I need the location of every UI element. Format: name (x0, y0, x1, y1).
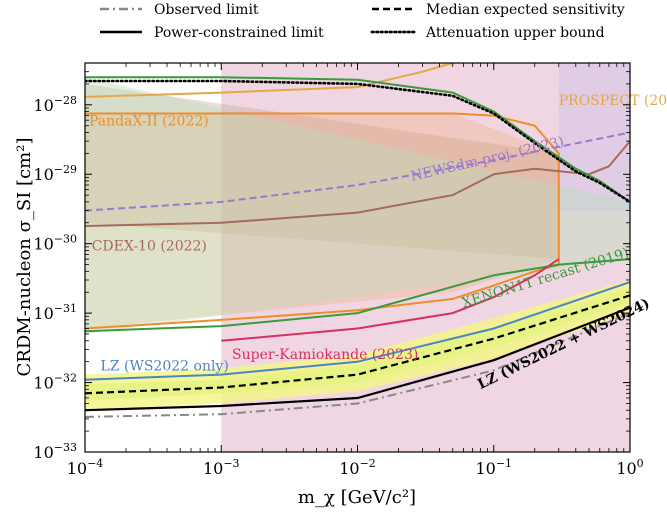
series-super-kamiokande-2023 (221, 258, 560, 342)
y-tick-label: 10−31 (33, 302, 77, 323)
annotation-prospect-2021: PROSPECT (2021) (559, 93, 667, 109)
series-cdex-10-2022 (85, 140, 630, 227)
series-attenuation-upper-bound (85, 79, 630, 204)
y-tick-label: 10−32 (33, 372, 77, 393)
x-tick-label: 100 (616, 457, 643, 478)
x-tick-label: 10−4 (67, 457, 104, 478)
legend-label-median-expected-sensitivity: Median expected sensitivity (426, 2, 625, 18)
region-yellow-band-2 (85, 280, 630, 411)
x-tick-label: 10−3 (203, 457, 240, 478)
chart-legend: Observed limit Median expected sensitivit… (100, 2, 625, 41)
legend-label-power-constrained-limit: Power-constrained limit (154, 25, 324, 41)
annotation-pandax-ii-2022: PandaX-II (2022) (89, 114, 209, 130)
region-pandax-ii-2022 (85, 113, 559, 329)
legend-label-attenuation-upper-bound: Attenuation upper bound (425, 25, 605, 41)
y-tick-label: 10−28 (33, 94, 77, 115)
series-power-constrained-limit (85, 306, 630, 412)
series-xenon1t-recast-2019 (85, 258, 630, 333)
y-tick-label: 10−30 (33, 233, 77, 254)
series-lz-ws2022-only (85, 281, 630, 381)
series-prospect-2021 (85, 63, 453, 98)
axis-ticks: 10−4 10−3 10−2 10−1 100 10−33 10−32 10−31 10−30 1… (33, 63, 644, 478)
series-newsdm-proj-2023 (85, 131, 630, 212)
region-xenon1t-recast-2019 (85, 77, 630, 334)
y-axis-title: CRDM-nucleon σ_SI [cm²] (14, 138, 35, 377)
annotation-super-kamiokande-2023: Super-Kamiokande (2023) (232, 347, 418, 363)
y-tick-label: 10−33 (33, 441, 77, 462)
annotation-lz-ws2022-only: LZ (WS2022 only) (101, 358, 229, 374)
x-axis-title: m_χ [GeV/c²] (298, 487, 416, 508)
series-median-expected-sensitivity (85, 294, 630, 395)
shaded-regions (85, 63, 630, 452)
annotation-cdex-10-2022: CDEX-10 (2022) (92, 238, 207, 254)
legend-label-observed-limit: Observed limit (154, 2, 259, 18)
x-tick-label: 10−2 (339, 457, 376, 478)
series-lines (85, 63, 630, 418)
series-observed-limit (85, 312, 630, 418)
y-tick-label: 10−29 (33, 163, 77, 184)
region-prospect-2021 (221, 63, 630, 452)
series-xenon1t-recast-upper (85, 76, 630, 203)
region-cdex-10-2022 (85, 83, 559, 260)
x-tick-label: 10−1 (475, 457, 512, 478)
